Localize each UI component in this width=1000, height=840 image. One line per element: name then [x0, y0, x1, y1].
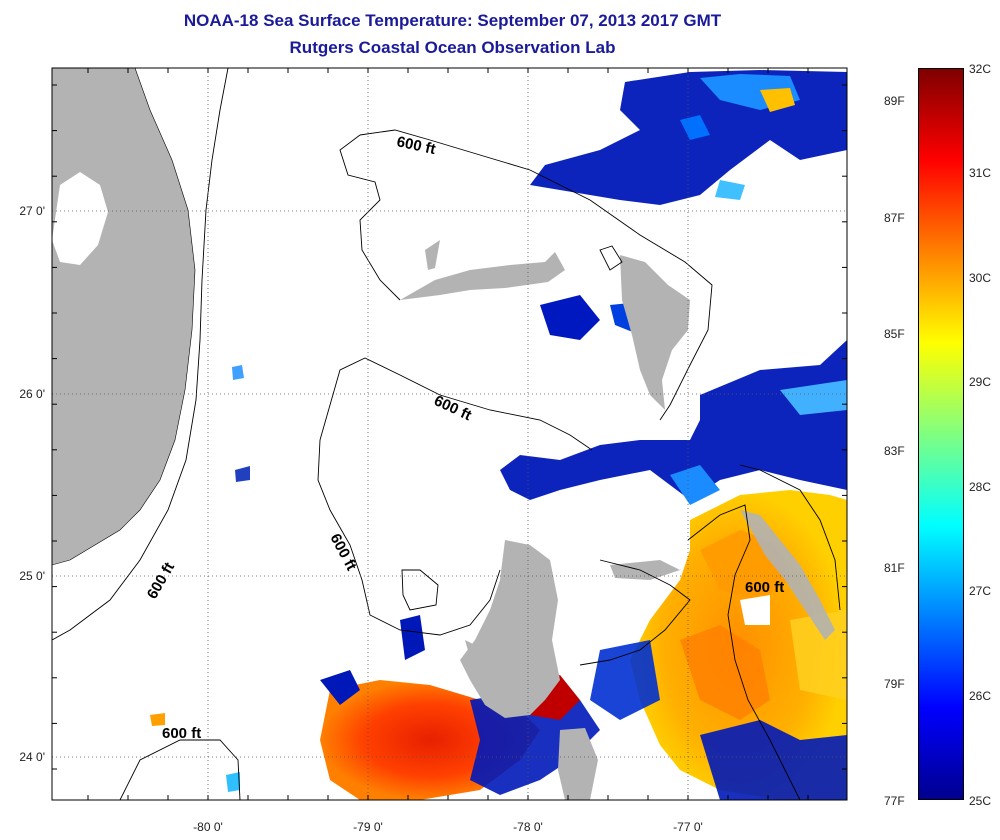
colorbar-fahrenheit-label: 81F	[884, 561, 905, 575]
colorbar-celsius-label: 31C	[969, 166, 992, 180]
graticule	[52, 68, 847, 800]
isobath-label: 600 ft	[395, 133, 437, 158]
colorbar-fahrenheit-label: 83F	[884, 444, 905, 458]
colorbar-fahrenheit-label: 77F	[884, 794, 905, 808]
lon-label: -78 0'	[513, 820, 543, 834]
isobath-contours	[52, 68, 841, 800]
land-layer	[52, 68, 835, 800]
sst-colorbar	[918, 68, 964, 800]
lat-label: 24 0'	[19, 750, 45, 764]
lat-label: 25 0'	[19, 569, 45, 583]
map-frame	[51, 67, 848, 801]
lat-label: 26 0'	[19, 387, 45, 401]
colorbar-fahrenheit-label: 85F	[884, 327, 905, 341]
isobath-label: 600 ft	[144, 560, 178, 602]
lon-label: -80 0'	[193, 820, 223, 834]
map-subtitle: Rutgers Coastal Ocean Observation Lab	[289, 38, 616, 57]
colorbar-celsius-label: 25C	[969, 794, 992, 808]
colorbar-fahrenheit-label: 89F	[884, 94, 905, 108]
sst-data-layer	[150, 70, 847, 800]
colorbar-celsius-label: 32C	[969, 62, 992, 76]
lon-label: -77 0'	[673, 820, 703, 834]
isobath-label: 600 ft	[745, 579, 784, 596]
colorbar-fahrenheit-label: 79F	[884, 677, 905, 691]
axis-ticks	[52, 68, 847, 800]
colorbar-celsius-label: 29C	[969, 375, 992, 389]
colorbar-celsius-label: 27C	[969, 584, 992, 598]
colorbar-celsius-label: 26C	[969, 689, 992, 703]
colorbar-fahrenheit-label: 87F	[884, 211, 905, 225]
lon-label: -79 0'	[353, 820, 383, 834]
isobath-label: 600 ft	[162, 725, 201, 742]
isobath-label: 600 ft	[326, 531, 359, 574]
map-title: NOAA-18 Sea Surface Temperature: Septemb…	[183, 11, 722, 30]
lat-label: 27 0'	[19, 204, 45, 218]
colorbar-celsius-label: 30C	[969, 271, 992, 285]
isobath-label: 600 ft	[431, 392, 474, 424]
colorbar-celsius-label: 28C	[969, 480, 992, 494]
